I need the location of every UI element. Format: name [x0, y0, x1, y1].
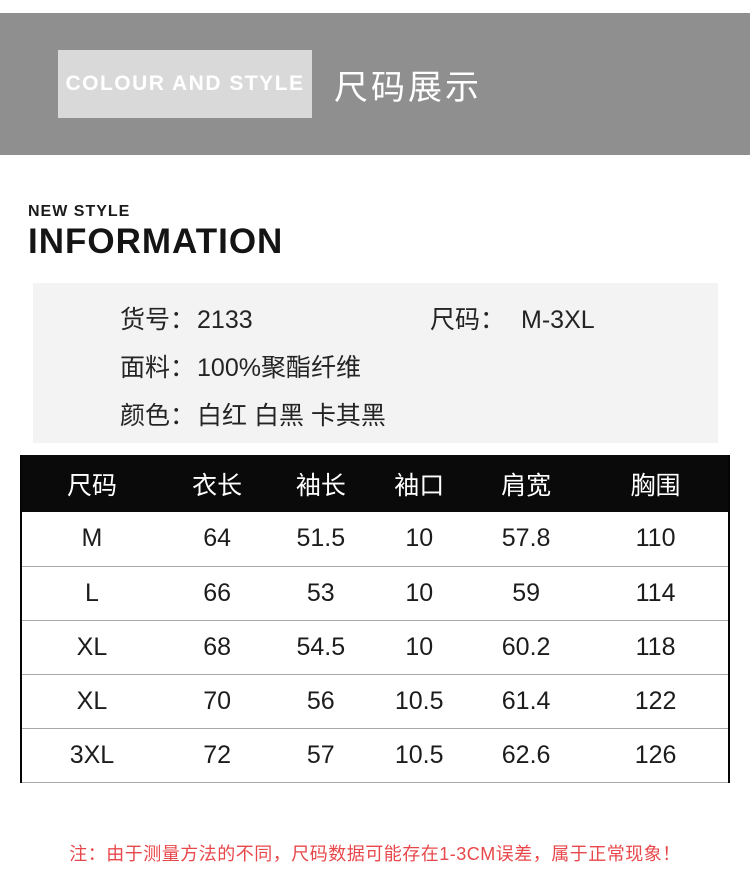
- table-row: XL 70 56 10.5 61.4 122: [21, 674, 729, 729]
- table-header-row: 尺码 衣长 袖长 袖口 肩宽 胸围: [21, 455, 729, 512]
- cell-sleeve: 54.5: [272, 620, 370, 675]
- cell-sleeve: 51.5: [272, 512, 370, 567]
- cell-cuff: 10: [369, 566, 470, 621]
- cell-cuff: 10: [369, 512, 470, 567]
- cell-cuff: 10.5: [369, 728, 470, 783]
- cell-sleeve: 56: [272, 674, 370, 729]
- section-banner: COLOUR AND STYLE 尺码展示: [0, 13, 750, 155]
- product-item-number: 货号：2133: [120, 300, 253, 336]
- size-chart-table: 尺码 衣长 袖长 袖口 肩宽 胸围 M 64 51.5 10 57.8 110 …: [20, 455, 730, 783]
- color-label: 颜色：: [120, 402, 196, 430]
- cell-cuff: 10: [369, 620, 470, 675]
- heading-title: INFORMATION: [28, 222, 284, 261]
- fabric-value: 100%聚酯纤维: [197, 354, 361, 382]
- cell-chest: 122: [583, 674, 729, 729]
- header-cell-sleeve: 袖长: [272, 455, 370, 512]
- cell-cuff: 10.5: [369, 674, 470, 729]
- size-range-value: M-3XL: [521, 306, 595, 334]
- cell-sleeve: 57: [272, 728, 370, 783]
- cell-chest: 126: [583, 728, 729, 783]
- color-value: 白红 白黑 卡其黑: [197, 402, 386, 430]
- header-cell-length: 衣长: [161, 455, 273, 512]
- cell-chest: 110: [583, 512, 729, 567]
- cell-chest: 118: [583, 620, 729, 675]
- cell-size: L: [21, 566, 162, 621]
- product-color: 颜色：白红 白黑 卡其黑: [120, 396, 386, 432]
- cell-size: M: [21, 512, 162, 567]
- size-range-label: 尺码：: [430, 306, 506, 334]
- table-row: XL 68 54.5 10 60.2 118: [21, 620, 729, 675]
- colour-style-badge: COLOUR AND STYLE: [58, 50, 312, 118]
- table-row: M 64 51.5 10 57.8 110: [21, 512, 729, 567]
- header-cell-size: 尺码: [21, 455, 162, 512]
- table-row: 3XL 72 57 10.5 62.6 126: [21, 728, 729, 783]
- item-number-value: 2133: [197, 306, 253, 334]
- item-number-label: 货号：: [120, 306, 196, 334]
- cell-shoulder: 59: [469, 566, 584, 621]
- table-row: L 66 53 10 59 114: [21, 566, 729, 621]
- info-heading: NEW STYLE INFORMATION: [28, 203, 283, 262]
- header-cell-chest: 胸围: [583, 455, 729, 512]
- product-size-range: 尺码： M-3XL: [430, 300, 595, 336]
- cell-length: 68: [161, 620, 273, 675]
- cell-size: XL: [21, 620, 162, 675]
- cell-shoulder: 61.4: [469, 674, 584, 729]
- cell-length: 64: [161, 512, 273, 567]
- colour-style-badge-label: COLOUR AND STYLE: [65, 72, 305, 95]
- fabric-label: 面料：: [120, 354, 196, 382]
- cell-length: 66: [161, 566, 273, 621]
- cell-length: 70: [161, 674, 273, 729]
- cell-size: 3XL: [21, 728, 162, 783]
- cell-shoulder: 60.2: [469, 620, 584, 675]
- cell-shoulder: 62.6: [469, 728, 584, 783]
- cell-length: 72: [161, 728, 273, 783]
- cell-chest: 114: [583, 566, 729, 621]
- banner-title: 尺码展示: [334, 68, 482, 107]
- measurement-disclaimer: 注：由于测量方法的不同，尺码数据可能存在1-3CM误差，属于正常现象！: [69, 844, 681, 864]
- cell-size: XL: [21, 674, 162, 729]
- product-fabric: 面料：100%聚酯纤维: [120, 348, 361, 384]
- header-cell-shoulder: 肩宽: [469, 455, 584, 512]
- cell-sleeve: 53: [272, 566, 370, 621]
- heading-eyebrow: NEW STYLE: [28, 203, 131, 220]
- header-cell-cuff: 袖口: [369, 455, 470, 512]
- product-info-panel: 货号：2133 尺码： M-3XL 面料：100%聚酯纤维 颜色：白红 白黑 卡其…: [33, 283, 718, 443]
- cell-shoulder: 57.8: [469, 512, 584, 567]
